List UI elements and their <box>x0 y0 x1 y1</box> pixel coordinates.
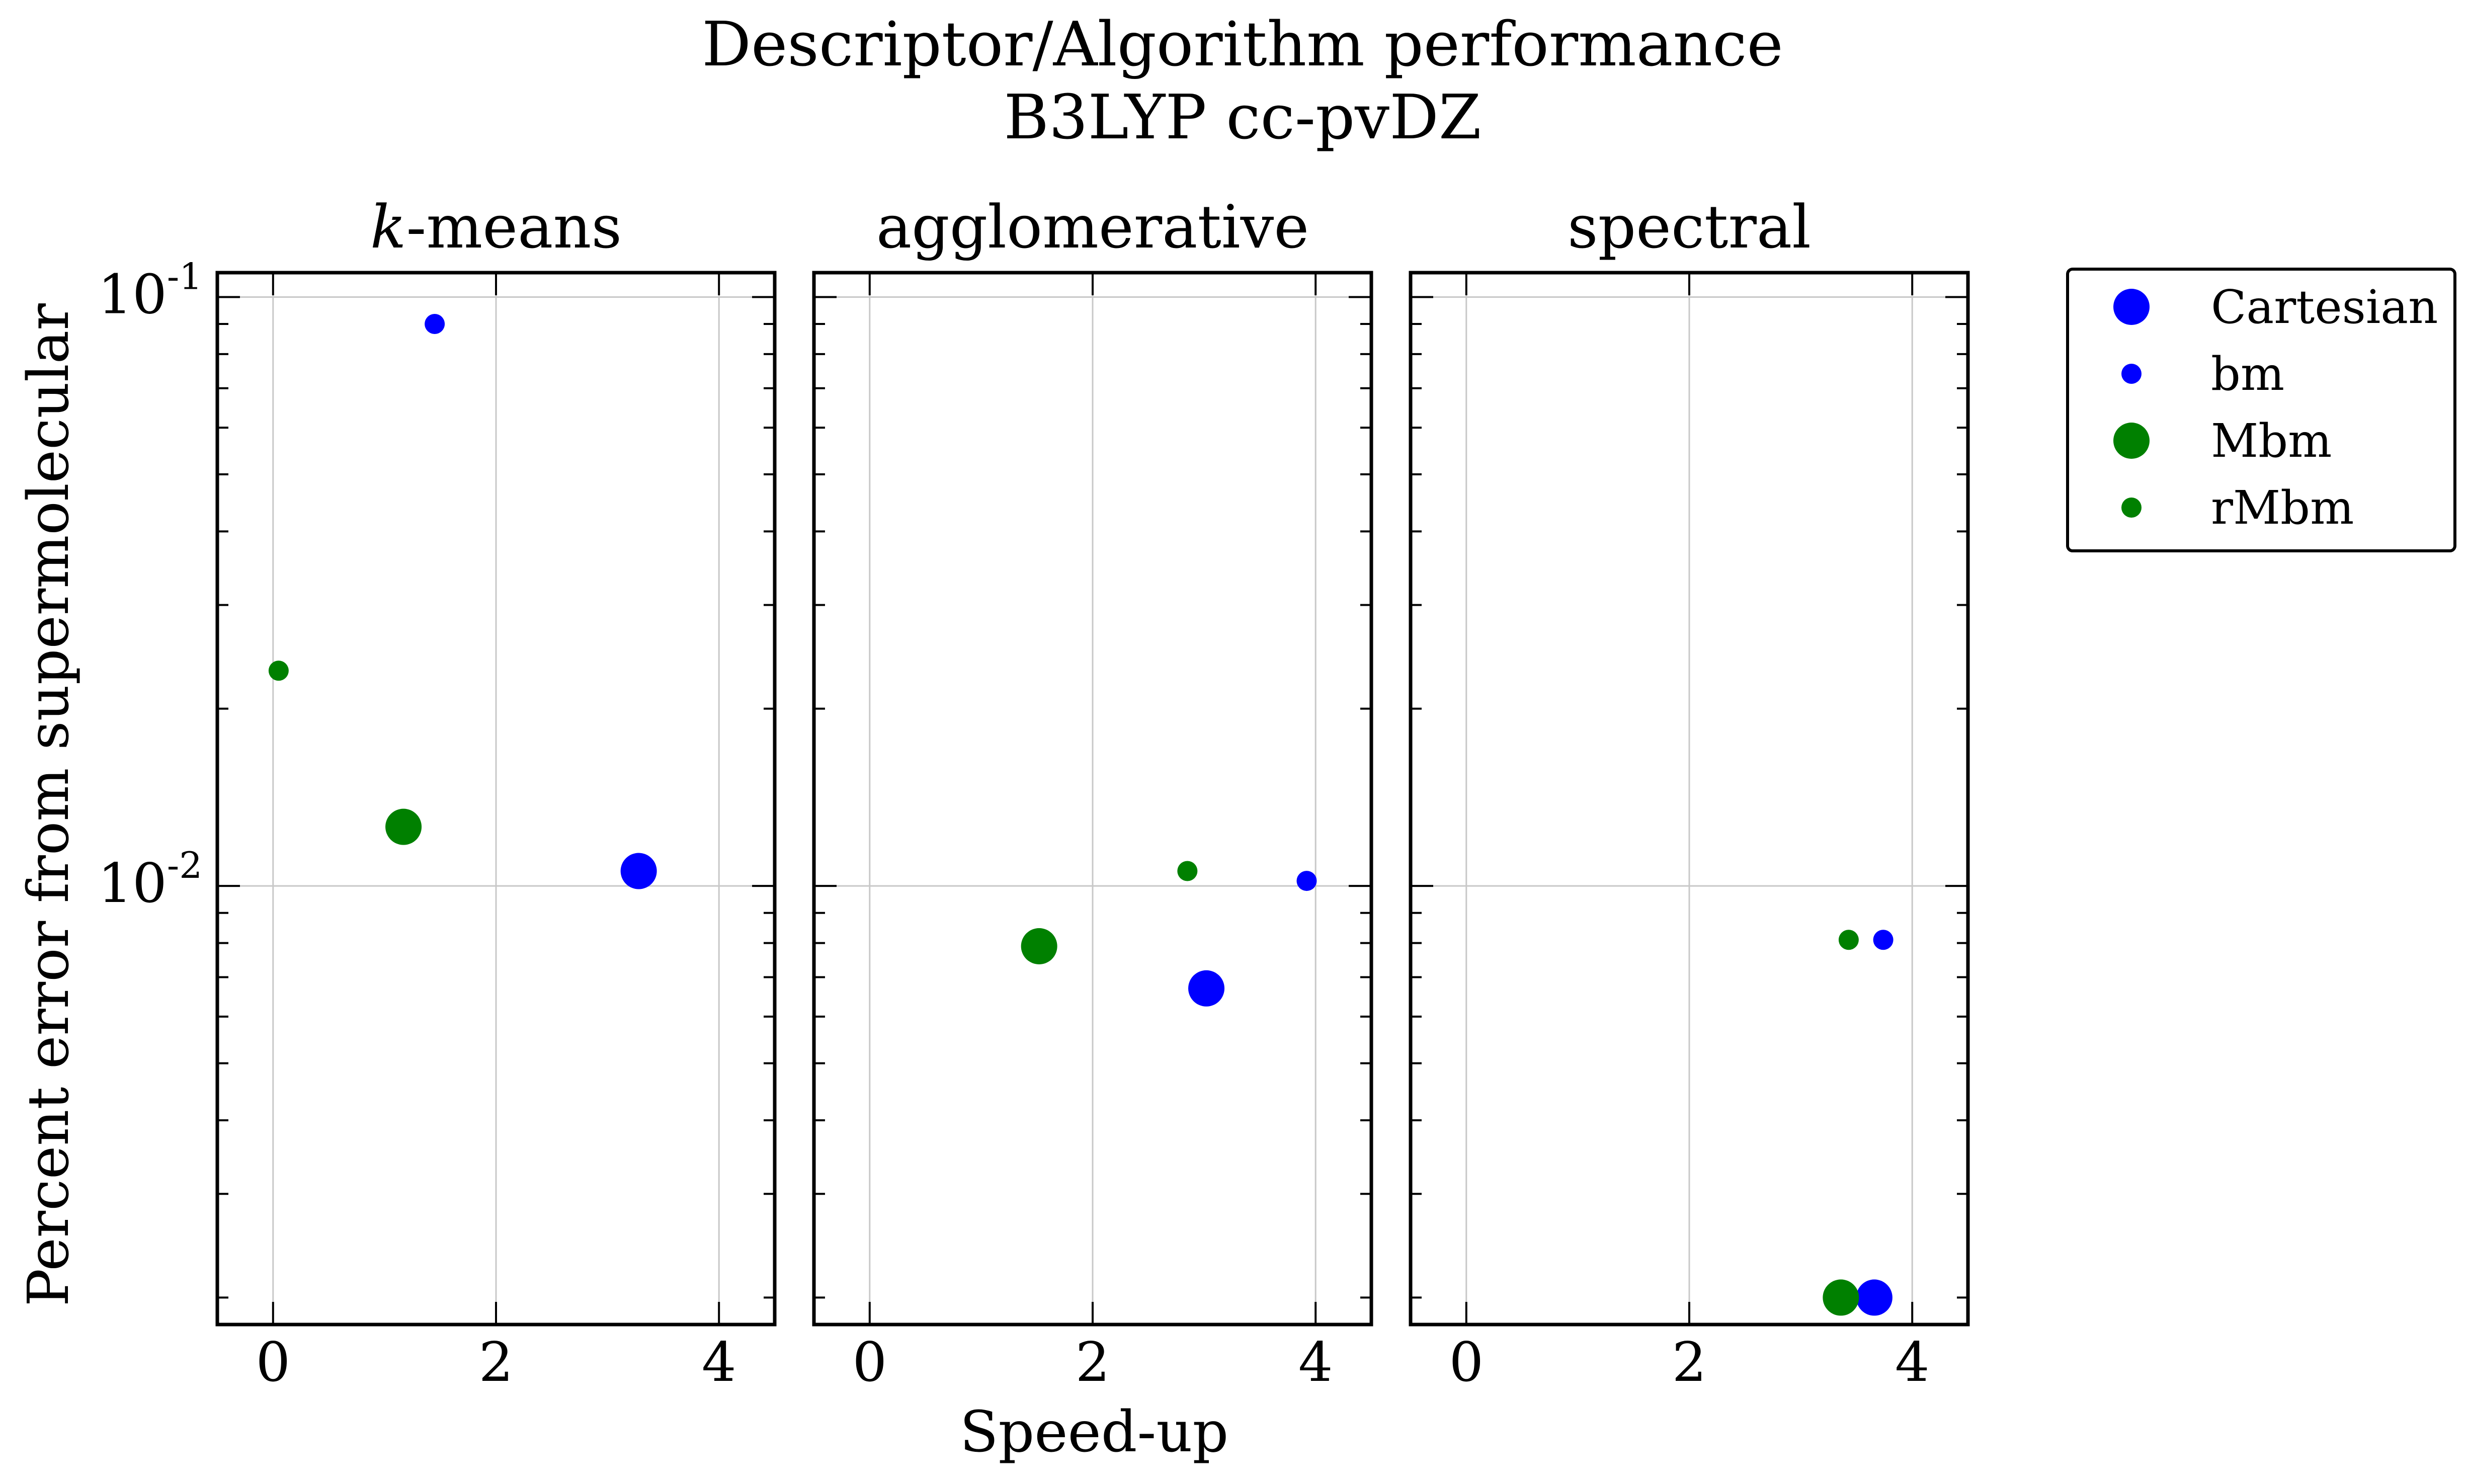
x-axis-label: Speed-up <box>960 1399 1228 1465</box>
legend-label: bm <box>2211 347 2284 401</box>
y-tick-label: 10-1 <box>98 255 202 326</box>
subplot-title-prefix: k <box>370 192 406 262</box>
subplot-title: k-means <box>370 192 622 262</box>
subplot-title-text: -means <box>406 192 622 262</box>
subplot-3: 0 2 4 spectral <box>1409 192 1970 1394</box>
legend-marker-cartesian <box>2113 289 2150 325</box>
data-point-cartesian <box>1856 1279 1893 1316</box>
legend-label: rMbm <box>2211 481 2354 535</box>
data-point-rmbm <box>1177 861 1198 881</box>
y-tick-base: 10 <box>98 263 167 326</box>
x-tick-label: 0 <box>852 1331 887 1394</box>
y-tick-exponent: -2 <box>167 844 202 886</box>
axes-frame <box>1409 271 1970 1327</box>
legend-marker-bm <box>2121 364 2142 384</box>
x-tick-label: 2 <box>1672 1331 1707 1394</box>
subplot-title: agglomerative <box>876 192 1309 262</box>
y-axis-label: Percent error from supermolecular <box>16 303 81 1306</box>
legend-box <box>2066 268 2456 552</box>
data-point-bm <box>425 314 445 335</box>
x-tick-label: 0 <box>256 1331 290 1394</box>
subplot-title-text: agglomerative <box>876 192 1309 262</box>
data-point-rmbm <box>268 661 289 681</box>
data-point-mbm <box>1823 1279 1859 1316</box>
x-tick-label: 4 <box>1298 1331 1333 1394</box>
axes-frame <box>812 271 1373 1327</box>
data-point-cartesian <box>620 853 657 889</box>
y-tick-label: 10-2 <box>98 844 202 915</box>
subplot-1: 0 2 410-110-2k-means <box>98 192 777 1394</box>
y-tick-base: 10 <box>98 852 167 915</box>
data-point-bm <box>1873 930 1894 950</box>
x-tick-label: 4 <box>702 1331 736 1394</box>
y-tick-exponent: -1 <box>167 255 202 297</box>
data-point-cartesian <box>1188 970 1225 1007</box>
data-point-mbm <box>1021 928 1057 964</box>
x-tick-label: 4 <box>1895 1331 1930 1394</box>
legend-label: Mbm <box>2211 414 2332 468</box>
legend: Cartesian bm Mbm rMbm <box>2066 268 2456 552</box>
subplot-title-text: spectral <box>1568 192 1811 262</box>
figure-title-line1: Descriptor/Algorithm performance <box>702 9 1783 80</box>
data-point-rmbm <box>1838 930 1859 950</box>
legend-marker-rmbm <box>2121 498 2142 518</box>
x-tick-label: 2 <box>1076 1331 1110 1394</box>
legend-label: Cartesian <box>2211 280 2438 334</box>
data-point-bm <box>1296 871 1317 891</box>
x-tick-label: 0 <box>1449 1331 1484 1394</box>
data-point-mbm <box>385 808 422 845</box>
legend-marker-mbm <box>2113 423 2150 459</box>
subplot-title: spectral <box>1568 192 1811 262</box>
x-tick-label: 2 <box>479 1331 514 1394</box>
axes-frame <box>215 271 777 1327</box>
subplot-2: 0 2 4 agglomerative <box>812 192 1373 1394</box>
figure-title-line2: B3LYP cc-pvDZ <box>1004 81 1481 153</box>
